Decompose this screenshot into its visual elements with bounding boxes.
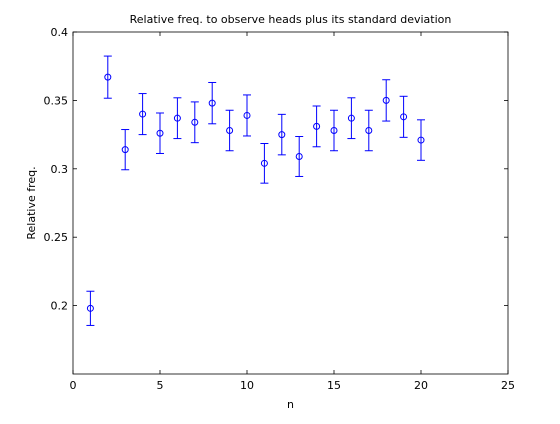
x-tick-label: 5 [157, 379, 164, 392]
x-tick-label: 20 [414, 379, 428, 392]
y-tick-label: 0.4 [51, 26, 69, 39]
x-axis-label: n [287, 398, 294, 411]
x-tick-label: 10 [240, 379, 254, 392]
x-tick-label: 15 [327, 379, 341, 392]
y-tick-label: 0.25 [44, 231, 69, 244]
y-axis-label: Relative freq. [25, 166, 38, 239]
y-tick-label: 0.3 [51, 163, 69, 176]
y-tick-label: 0.35 [44, 94, 69, 107]
y-tick-label: 0.2 [51, 300, 69, 313]
plot-area [73, 32, 508, 374]
x-tick-label: 25 [501, 379, 515, 392]
chart-title: Relative freq. to observe heads plus its… [130, 13, 452, 26]
x-tick-label: 0 [70, 379, 77, 392]
